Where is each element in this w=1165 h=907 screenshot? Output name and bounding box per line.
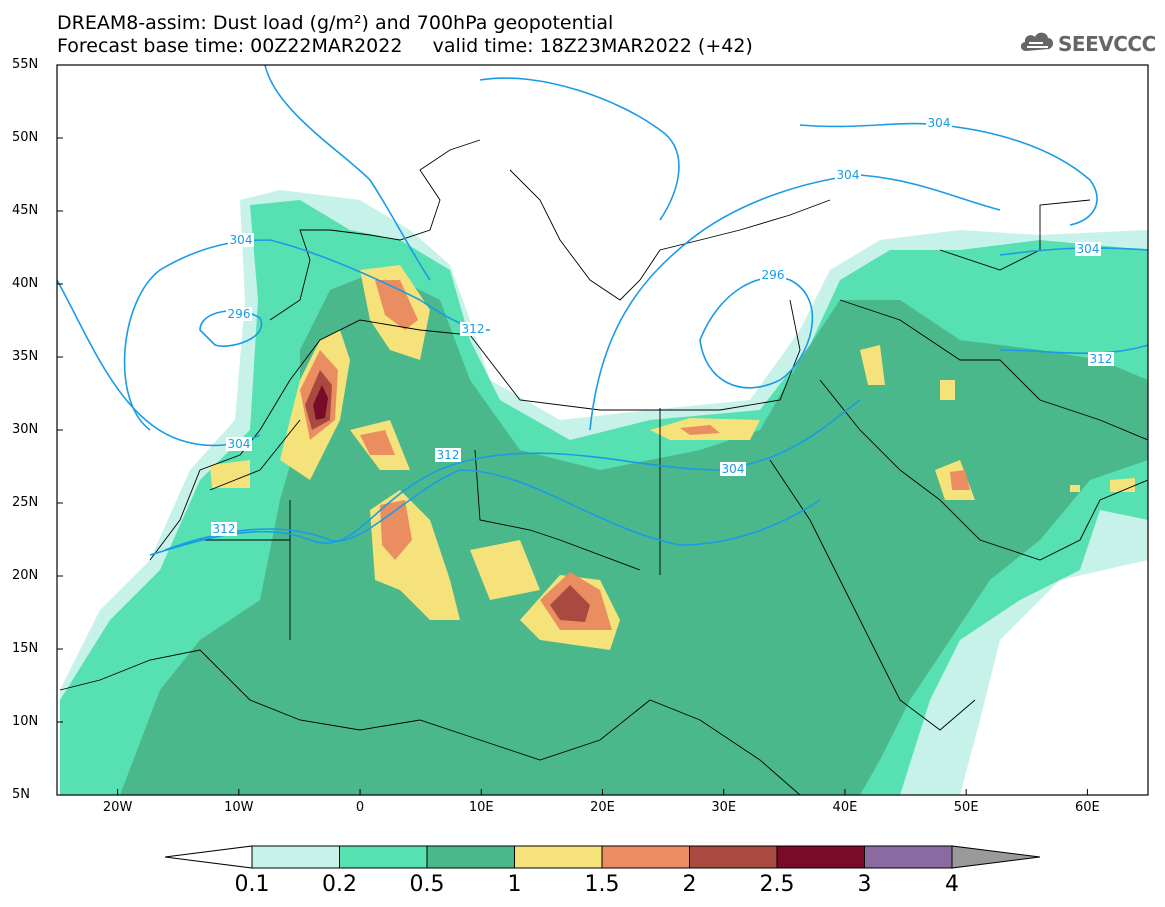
latitude-label: 30N (12, 422, 39, 437)
contour-label: 312 (462, 322, 485, 336)
contour-label: 304 (837, 168, 860, 182)
colorbar-label: 4 (945, 872, 959, 897)
latitude-label: 35N (12, 349, 39, 364)
contour-label: 312 (437, 448, 460, 462)
longitude-label: 30E (711, 800, 737, 815)
latitude-label: 40N (12, 276, 39, 291)
colorbar-label: 2.5 (759, 872, 795, 897)
longitude-label: 10W (224, 800, 254, 815)
longitude-label: 20W (102, 800, 133, 815)
colorbar-label: 0.2 (322, 872, 357, 897)
colorbar-label: 0.1 (234, 872, 270, 897)
colorbar-high-arrow (951, 845, 1041, 869)
contour-label: 304 (230, 233, 253, 247)
chart-title: DREAM8-assim: Dust load (g/m²) and 700hP… (57, 12, 614, 34)
latitude-label: 10N (12, 714, 39, 729)
colorbar-label: 3 (857, 872, 872, 897)
latitude-label: 20N (12, 568, 39, 583)
contour-label-group: 304 296 312 304 312 304 312 296 304 304 … (211, 116, 1114, 536)
dust-level-2 (305, 370, 590, 622)
logo-text: SEEVCCC (1058, 32, 1156, 56)
colorbar-label: 0.5 (409, 872, 445, 897)
latitude-label: 50N (12, 130, 39, 145)
longitude-label: 20E (590, 800, 615, 815)
colorbar-segment (689, 845, 778, 869)
seevccc-logo: SEEVCCC (1018, 27, 1158, 57)
latitude-label: 5N (12, 787, 30, 802)
base-time: Forecast base time: 00Z22MAR2022 (57, 35, 403, 57)
latitude-label: 15N (12, 641, 39, 656)
cloud-icon (1020, 32, 1054, 51)
valid-time: valid time: 18Z23MAR2022 (+42) (432, 35, 753, 57)
latitude-label: 55N (12, 57, 39, 72)
colorbar-segment (514, 845, 603, 869)
contour-label: 304 (928, 116, 951, 130)
latitude-label: 25N (12, 495, 39, 510)
latitude-label: 45N (12, 203, 39, 218)
longitude-label: 0 (355, 800, 365, 815)
contour-label: 296 (762, 268, 785, 282)
contour-label: 296 (228, 307, 251, 321)
longitude-label: 10E (468, 800, 494, 815)
contour-label: 304 (722, 462, 745, 476)
contour-label: 312 (213, 522, 236, 536)
colorbar-low-arrow (164, 845, 253, 869)
colorbar-label: 1.5 (584, 872, 620, 897)
geopotential-contours (57, 65, 1148, 556)
longitude-label: 40E (832, 800, 858, 815)
longitude-label: 50E (953, 800, 979, 815)
contour-label: 304 (228, 437, 251, 451)
dust-level-3 (313, 385, 328, 420)
colorbar-segment (339, 845, 428, 869)
axis-ticks (57, 64, 1088, 796)
dust-layer (57, 65, 1148, 795)
longitude-label: 60E (1074, 800, 1100, 815)
colorbar-segment (251, 845, 340, 869)
contour-label: 312 (1090, 352, 1113, 366)
coastlines (59, 139, 1148, 795)
colorbar (164, 845, 1041, 869)
colorbar-segment (864, 845, 953, 869)
colorbar-segment (601, 845, 690, 869)
colorbar-segment (426, 845, 515, 869)
colorbar-label: 2 (682, 872, 697, 897)
colorbar-segment (776, 845, 865, 869)
chart-subtitle: Forecast base time: 00Z22MAR2022 valid t… (57, 36, 753, 56)
contour-label: 304 (1077, 242, 1100, 256)
colorbar-label: 1 (507, 872, 522, 897)
dust-level-1 (210, 265, 1135, 650)
